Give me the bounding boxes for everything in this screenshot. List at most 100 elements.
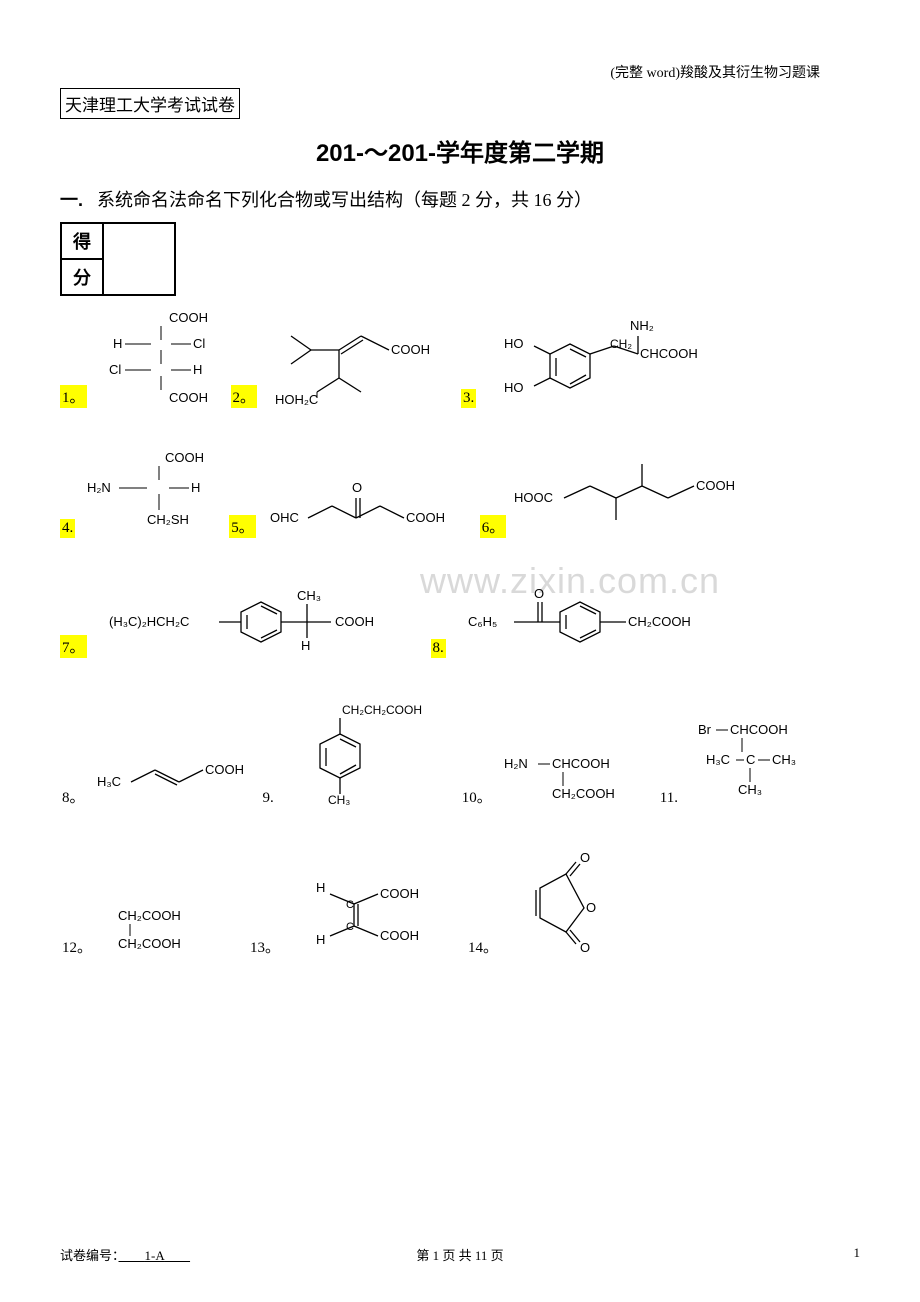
problem-cell: 12。 CH₂COOH CH₂COOH xyxy=(60,898,238,958)
svg-text:H₂N: H₂N xyxy=(87,480,111,495)
structure-9: CH₂CH₂COOH CH₃ xyxy=(280,698,450,808)
problem-row: 4. COOH H₂N H CH₂SH 5。 xyxy=(60,448,860,538)
problems-area: 1。 COOH H Cl Cl H COOH 2。 xyxy=(60,308,860,958)
problem-cell: 10。 H₂N CHCOOH CH₂COOH xyxy=(460,738,648,808)
structure-11: Br CHCOOH H₃C C CH₃ CH₃ xyxy=(684,718,834,808)
semester-title: 201-～201-学年度第二学期 xyxy=(60,133,860,168)
structure-2: COOH HOH₂C xyxy=(261,308,451,408)
problem-row: 1。 COOH H Cl Cl H COOH 2。 xyxy=(60,308,860,408)
structure-3: HO HO NH₂ CH₂ CHCOOH xyxy=(480,308,740,408)
svg-text:CH₂COOH: CH₂COOH xyxy=(118,936,181,951)
question-number: 9. xyxy=(261,789,276,808)
problem-cell: 4. COOH H₂N H CH₂SH xyxy=(60,448,219,538)
svg-text:O: O xyxy=(580,940,590,955)
svg-text:CH₂CH₂COOH: CH₂CH₂COOH xyxy=(342,703,422,717)
svg-text:O: O xyxy=(580,850,590,865)
question-number: 10。 xyxy=(460,785,494,808)
svg-text:H: H xyxy=(191,480,200,495)
problem-cell: 11. Br CHCOOH H₃C C CH₃ CH₃ xyxy=(658,718,834,808)
question-number: 4. xyxy=(60,519,75,538)
problem-cell: 1。 COOH H Cl Cl H COOH xyxy=(60,308,221,408)
question-number: 8。 xyxy=(60,785,87,808)
question-number: 1。 xyxy=(60,385,87,408)
svg-text:H: H xyxy=(193,362,202,377)
svg-text:COOH: COOH xyxy=(169,310,208,325)
structure-8a: C₆H₅ O CH₂COOH xyxy=(450,578,750,658)
question-number: 5。 xyxy=(229,515,256,538)
problem-row: 7。 (H₃C)₂HCH₂C CH₃ COOH H xyxy=(60,578,860,658)
svg-text:CH₃: CH₃ xyxy=(328,793,350,807)
structure-4: COOH H₂N H CH₂SH xyxy=(79,448,219,538)
problem-cell: 8。 H₃C COOH xyxy=(60,738,251,808)
svg-text:H₃C: H₃C xyxy=(706,752,730,767)
svg-text:CHCOOH: CHCOOH xyxy=(730,722,788,737)
question-number: 11. xyxy=(658,789,680,808)
svg-text:H: H xyxy=(301,638,310,653)
svg-text:C: C xyxy=(346,899,354,911)
problem-row: 12。 CH₂COOH CH₂COOH 13。 xyxy=(60,848,860,958)
svg-text:CH₂COOH: CH₂COOH xyxy=(552,786,615,801)
score-label-bot: 分 xyxy=(61,259,103,295)
question-number: 3. xyxy=(461,389,476,408)
structure-10: H₂N CHCOOH CH₂COOH xyxy=(498,738,648,808)
svg-text:CH₂SH: CH₂SH xyxy=(147,512,189,527)
problem-cell: 13。 H C C H COOH COOH xyxy=(248,868,456,958)
svg-text:H: H xyxy=(316,880,325,895)
footer-page-indicator: 第 1 页 共 11 页 xyxy=(416,1245,503,1264)
svg-text:HOOC: HOOC xyxy=(514,490,553,505)
svg-text:Cl: Cl xyxy=(193,336,205,351)
structure-6: HOOC COOH xyxy=(510,448,760,538)
problem-cell: 7。 (H₃C)₂HCH₂C CH₃ COOH H xyxy=(60,578,421,658)
svg-text:CHCOOH: CHCOOH xyxy=(552,756,610,771)
svg-text:HOH₂C: HOH₂C xyxy=(275,392,318,407)
svg-text:O: O xyxy=(352,480,362,495)
svg-text:COOH: COOH xyxy=(205,762,244,777)
structure-14: O O O xyxy=(504,848,614,958)
question-number: 7。 xyxy=(60,635,87,658)
svg-text:CH₂COOH: CH₂COOH xyxy=(118,908,181,923)
footer-page-number: 1 xyxy=(854,1245,861,1264)
question-number: 2。 xyxy=(231,385,258,408)
svg-text:H: H xyxy=(316,932,325,947)
problem-cell: 2。 COOH HOH₂C xyxy=(231,308,452,408)
svg-text:H₂N: H₂N xyxy=(504,756,528,771)
question-number: 13。 xyxy=(248,935,282,958)
section-text: 系统命名法命名下列化合物或写出结构（每题 2 分，共 16 分） xyxy=(97,186,592,212)
svg-text:COOH: COOH xyxy=(165,450,204,465)
problem-cell: 14。 O O O xyxy=(466,848,614,958)
svg-text:COOH: COOH xyxy=(391,342,430,357)
score-label-top: 得 xyxy=(61,223,103,259)
problem-row: 8。 H₃C COOH 9. xyxy=(60,698,860,808)
question-number: 14。 xyxy=(466,935,500,958)
structure-1: COOH H Cl Cl H COOH xyxy=(91,308,221,408)
svg-text:CH₂: CH₂ xyxy=(610,337,632,351)
svg-text:HO: HO xyxy=(504,380,524,395)
svg-text:Cl: Cl xyxy=(109,362,121,377)
svg-text:COOH: COOH xyxy=(380,886,419,901)
section-heading: 一. 系统命名法命名下列化合物或写出结构（每题 2 分，共 16 分） xyxy=(60,186,860,212)
footer-left: 试卷编号： 1-A xyxy=(60,1245,190,1264)
problem-cell: 3. HO HO NH₂ CH₂ CHCOOH xyxy=(461,308,740,408)
svg-text:HO: HO xyxy=(504,336,524,351)
svg-text:COOH: COOH xyxy=(169,390,208,405)
problem-cell: 8. C₆H₅ O CH₂COOH xyxy=(431,578,750,658)
svg-text:CH₃: CH₃ xyxy=(738,782,762,797)
problem-cell: 5。 OHC O COOH xyxy=(229,468,470,538)
svg-text:Br: Br xyxy=(698,722,712,737)
svg-text:O: O xyxy=(534,586,544,601)
svg-text:CH₃: CH₃ xyxy=(297,588,321,603)
question-number: 6。 xyxy=(480,515,507,538)
section-number: 一. xyxy=(60,186,83,212)
structure-5: OHC O COOH xyxy=(260,468,470,538)
svg-text:C: C xyxy=(746,752,755,767)
question-number: 8. xyxy=(431,639,446,658)
page-footer: 试卷编号： 1-A 第 1 页 共 11 页 1 xyxy=(60,1245,860,1264)
svg-text:COOH: COOH xyxy=(696,478,735,493)
svg-text:COOH: COOH xyxy=(335,614,374,629)
svg-text:H₃C: H₃C xyxy=(97,774,121,789)
problem-cell: 6。 HOOC COOH xyxy=(480,448,761,538)
score-value-cell xyxy=(103,223,175,295)
svg-text:COOH: COOH xyxy=(380,928,419,943)
svg-text:CH₂COOH: CH₂COOH xyxy=(628,614,691,629)
structure-8b: H₃C COOH xyxy=(91,738,251,808)
